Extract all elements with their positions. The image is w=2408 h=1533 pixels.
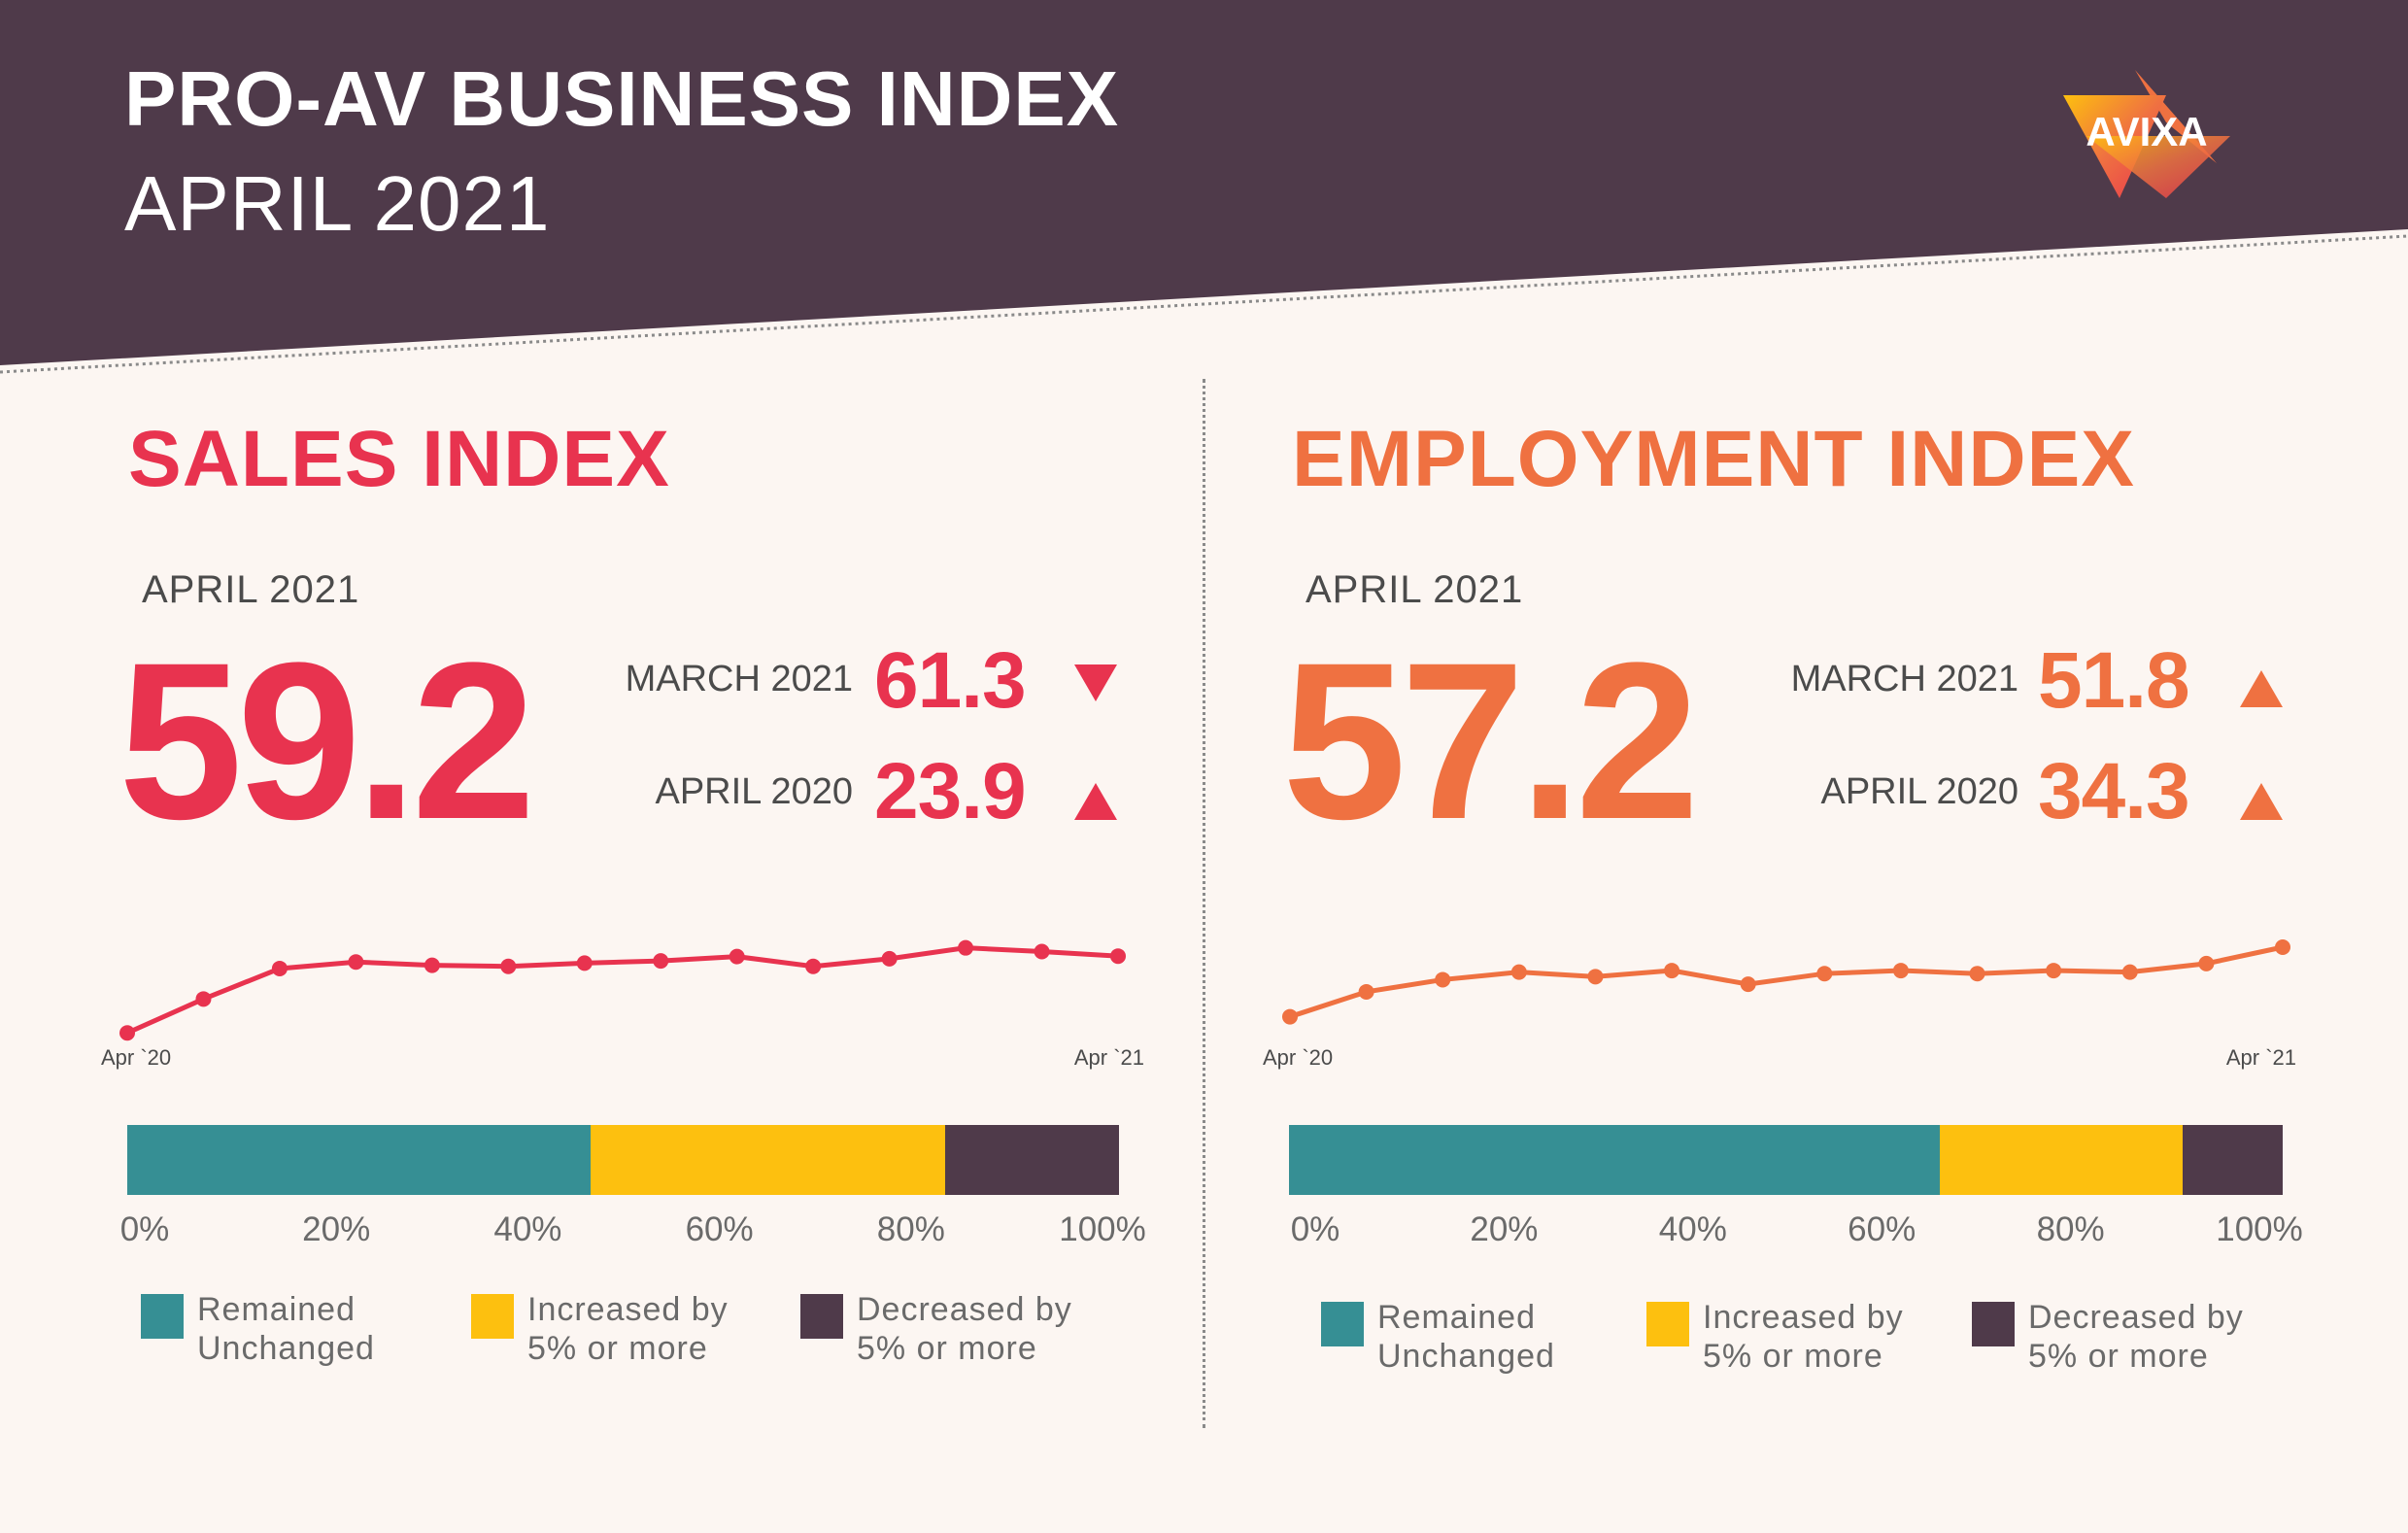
sales-march-value: 61.3 xyxy=(874,636,1027,725)
employment-panel: EMPLOYMENT INDEX APRIL 2021 57.2 MARCH 2… xyxy=(1164,0,2329,1533)
avixa-logo: AVIXA xyxy=(2063,70,2230,198)
employment-tick-20: 20% xyxy=(1470,1210,1539,1248)
employment-tick-60: 60% xyxy=(1848,1210,1916,1248)
sales-trend-point-10 xyxy=(881,950,898,967)
sales-trend-point-8 xyxy=(729,948,745,965)
panel-divider xyxy=(1203,379,1205,1428)
logo-wordmark: AVIXA xyxy=(2086,109,2207,154)
employment-axis-ticks: 0% 20% 40% 60% 80% 100% xyxy=(1291,1210,2303,1251)
legend-label: Decreased by 5% or more xyxy=(2028,1299,2244,1375)
employment-trend-point-6 xyxy=(1740,976,1756,993)
employment-tick-100: 100% xyxy=(2216,1210,2303,1248)
employment-tick-0: 0% xyxy=(1290,1210,1340,1248)
sales-trend-point-7 xyxy=(653,953,669,970)
sales-trend-point-2 xyxy=(271,960,288,976)
employment-current-value: 57.2 xyxy=(1282,616,1700,866)
employment-trend-line xyxy=(1289,944,2284,1019)
employment-trend-point-3 xyxy=(1510,964,1527,980)
sales-tick-100: 100% xyxy=(1059,1210,1146,1248)
employment-trend-point-12 xyxy=(2198,955,2215,971)
sales-trend-point-4 xyxy=(424,957,440,973)
header-banner xyxy=(0,0,2408,374)
legend-swatch xyxy=(141,1294,184,1339)
legend-label: Decreased by 5% or more xyxy=(857,1291,1072,1367)
sales-trend-point-5 xyxy=(500,958,517,974)
sales-trend-chart: Apr `20 Apr `21 xyxy=(101,939,1144,1070)
legend-swatch xyxy=(1972,1302,2015,1346)
sales-axis-ticks: 0% 20% 40% 60% 80% 100% xyxy=(120,1210,1146,1251)
employment-index-title: EMPLOYMENT INDEX xyxy=(1292,415,2135,503)
legend-label: Remained Unchanged xyxy=(1377,1299,1555,1375)
sales-march-label: MARCH 2021 xyxy=(625,659,853,699)
employment-period-label: APRIL 2021 xyxy=(1306,568,1524,611)
page-subtitle: APRIL 2021 xyxy=(124,160,551,247)
sales-tick-20: 20% xyxy=(302,1210,371,1248)
sales-unchanged-segment xyxy=(127,1125,591,1195)
legend-label: Increased by 5% or more xyxy=(527,1291,729,1367)
sales-april2020-value: 23.9 xyxy=(874,747,1027,835)
sales-decreased-segment xyxy=(945,1125,1119,1195)
legend-swatch xyxy=(1646,1302,1689,1346)
sales-increased-segment xyxy=(590,1125,946,1195)
employment-april2020-label: APRIL 2020 xyxy=(1820,771,2018,812)
employment-distribution-bar xyxy=(1289,1125,2283,1195)
sales-tick-80: 80% xyxy=(876,1210,945,1248)
employment-increased-segment xyxy=(1940,1125,2183,1195)
sales-distribution-bar xyxy=(127,1125,1119,1195)
sales-tick-60: 60% xyxy=(685,1210,754,1248)
sales-tick-40: 40% xyxy=(493,1210,562,1248)
legend-label: Remained Unchanged xyxy=(197,1291,375,1367)
sales-trend-point-13 xyxy=(1110,948,1126,965)
legend-swatch xyxy=(471,1294,514,1339)
employment-trend-point-7 xyxy=(1816,966,1833,982)
employment-decreased-segment xyxy=(2182,1125,2283,1195)
employment-trend-chart: Apr `20 Apr `21 xyxy=(1263,939,2296,1070)
sales-trend-end-label: Apr `21 xyxy=(1074,1045,1144,1070)
employment-trend-point-13 xyxy=(2275,939,2290,955)
employment-unchanged-segment xyxy=(1289,1125,1941,1195)
employment-trend-start-label: Apr `20 xyxy=(1263,1045,1333,1070)
trend-up-icon xyxy=(2240,670,2283,707)
employment-trend-point-11 xyxy=(2121,964,2138,980)
employment-trend-point-8 xyxy=(1892,963,1909,979)
employment-trend-point-2 xyxy=(1435,971,1451,988)
employment-tick-40: 40% xyxy=(1658,1210,1727,1248)
trend-up-icon xyxy=(2240,783,2283,820)
trend-up-icon xyxy=(1074,783,1117,820)
legend-swatch xyxy=(1321,1302,1364,1346)
sales-trend-point-11 xyxy=(958,939,974,956)
legend-label: Increased by 5% or more xyxy=(1703,1299,1904,1375)
legend-swatch xyxy=(800,1294,843,1339)
sales-panel: SALES INDEX APRIL 2021 59.2 MARCH 2021 6… xyxy=(0,0,1166,1533)
sales-april2020-label: APRIL 2020 xyxy=(655,771,853,812)
employment-trend-point-4 xyxy=(1587,969,1604,985)
sales-period-label: APRIL 2021 xyxy=(142,568,360,611)
employment-trend-point-10 xyxy=(2046,963,2062,979)
employment-trend-point-1 xyxy=(1358,983,1374,1000)
employment-march-value: 51.8 xyxy=(2038,636,2190,725)
sales-trend-point-1 xyxy=(195,991,212,1007)
sales-trend-point-0 xyxy=(119,1025,135,1041)
sales-trend-point-12 xyxy=(1034,943,1050,960)
employment-trend-point-5 xyxy=(1664,963,1680,979)
trend-down-icon xyxy=(1074,664,1117,701)
employment-march-label: MARCH 2021 xyxy=(1790,659,2018,699)
sales-trend-point-6 xyxy=(576,955,593,971)
sales-trend-point-9 xyxy=(805,958,822,974)
sales-trend-line xyxy=(125,945,1119,1036)
sales-trend-point-3 xyxy=(348,954,364,971)
employment-april2020-value: 34.3 xyxy=(2038,747,2190,835)
sales-trend-start-label: Apr `20 xyxy=(101,1045,171,1070)
sales-tick-0: 0% xyxy=(119,1210,170,1248)
sales-current-value: 59.2 xyxy=(119,616,536,866)
employment-trend-end-label: Apr `21 xyxy=(2226,1045,2296,1070)
sales-index-title: SALES INDEX xyxy=(128,415,670,503)
employment-trend-point-0 xyxy=(1282,1008,1298,1025)
employment-trend-point-9 xyxy=(1969,966,1985,982)
employment-tick-80: 80% xyxy=(2036,1210,2105,1248)
page-title: PRO-AV BUSINESS INDEX xyxy=(124,55,1120,142)
